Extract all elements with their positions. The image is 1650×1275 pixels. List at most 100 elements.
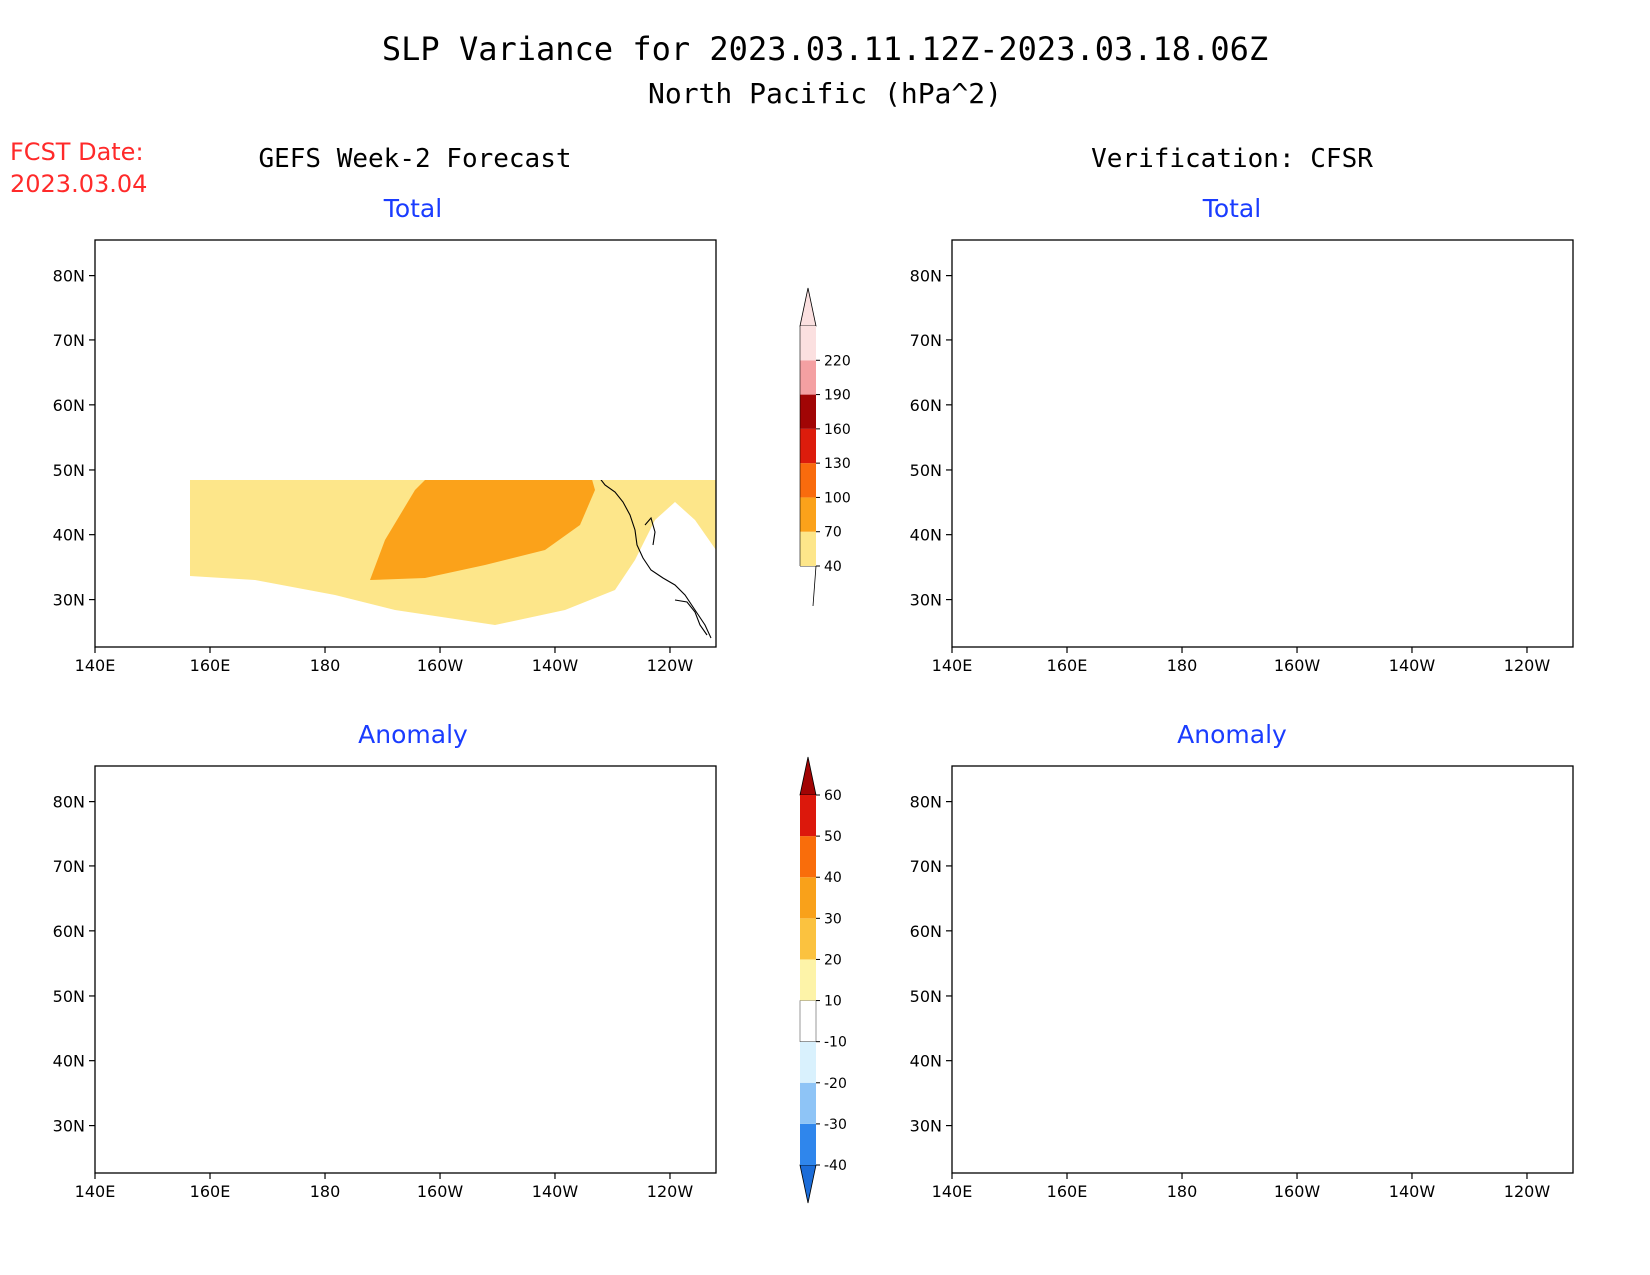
lon-tick-label: 140W xyxy=(532,1182,579,1201)
colorbar-anomaly-label: -20 xyxy=(824,1076,847,1092)
colorbar-total-label: 40 xyxy=(824,559,842,575)
lat-tick-label: 50N xyxy=(53,987,85,1006)
lon-tick-label: 160E xyxy=(190,656,231,675)
colorbar-total-label: 160 xyxy=(824,422,851,438)
lon-tick-label: 120W xyxy=(647,656,694,675)
lon-tick-label: 120W xyxy=(1504,656,1551,675)
lon-tick-label: 160W xyxy=(1274,1182,1321,1201)
colorbar-anomaly: -40 -30 -20 -10 10 20 30 40 50 60 xyxy=(799,756,847,1204)
panel-title-anomaly-forecast: Anomaly xyxy=(358,720,468,749)
lon-tick-label: 140E xyxy=(75,1182,116,1201)
colorbar-anomaly-triangle-top xyxy=(799,756,817,796)
map-panel-forecast-total xyxy=(190,480,717,647)
colorbar-anomaly-swatch xyxy=(800,1041,816,1083)
panel-frame-verification-anomaly xyxy=(951,765,1574,1174)
colorbar-total-swatch xyxy=(800,428,816,464)
column-title-forecast: GEFS Week-2 Forecast xyxy=(258,144,571,174)
map-panel-verification-total xyxy=(950,240,1573,647)
lat-tick-label: 60N xyxy=(910,396,942,415)
map-panel-verification-anomaly xyxy=(950,766,1573,1173)
subtitle: North Pacific (hPa^2) xyxy=(648,77,1002,110)
lat-tick-label: 30N xyxy=(53,1117,85,1136)
colorbar-anomaly-label: -30 xyxy=(824,1117,847,1133)
colorbar-anomaly-swatch xyxy=(800,877,816,919)
lon-tick-label: 160W xyxy=(417,656,464,675)
colorbar-anomaly-label: 30 xyxy=(824,911,842,927)
colorbar-anomaly-swatch xyxy=(800,918,816,960)
lat-tick-label: 60N xyxy=(910,922,942,941)
lon-tick-label: 140W xyxy=(1389,656,1436,675)
panel-title-total-forecast: Total xyxy=(383,194,442,223)
lon-tick-label: 160E xyxy=(1047,656,1088,675)
lat-tick-label: 80N xyxy=(53,267,85,286)
colorbar-total-swatch xyxy=(800,326,816,361)
lat-tick-label: 70N xyxy=(53,857,85,876)
lon-tick-label: 160E xyxy=(1047,1182,1088,1201)
colorbar-anomaly-label: 10 xyxy=(824,994,842,1010)
lon-tick-label: 140E xyxy=(932,1182,973,1201)
lon-tick-label: 160W xyxy=(1274,656,1321,675)
colorbar-anomaly-swatch xyxy=(800,836,816,878)
fcst-date-value: 2023.03.04 xyxy=(10,170,147,198)
panel-frame-verification-total xyxy=(951,239,1574,648)
lon-tick-label: 180 xyxy=(1167,656,1198,675)
lat-tick-label: 60N xyxy=(53,922,85,941)
lat-tick-label: 30N xyxy=(53,591,85,610)
panel-frame-forecast-anomaly xyxy=(94,765,717,1174)
lat-tick-label: 50N xyxy=(53,461,85,480)
colorbar-total-label: 220 xyxy=(824,353,851,369)
colorbar-total-triangle-top xyxy=(799,287,817,327)
lon-tick-label: 160W xyxy=(417,1182,464,1201)
colorbar-total-label: 70 xyxy=(824,525,842,541)
lon-tick-label: 140E xyxy=(75,656,116,675)
colorbar-total-label: 190 xyxy=(824,388,851,404)
colorbar-total-swatch xyxy=(800,497,816,532)
colorbar-total: 40 70 100 130 160 190 220 xyxy=(799,287,851,607)
lat-tick-label: 40N xyxy=(910,1052,942,1071)
lon-tick-label: 140W xyxy=(532,656,579,675)
fcst-date-label: FCST Date: xyxy=(10,138,144,166)
colorbar-anomaly-label: -40 xyxy=(824,1158,847,1174)
colorbar-anomaly-triangle-bottom xyxy=(799,1164,817,1204)
colorbar-anomaly-label: 40 xyxy=(824,870,842,886)
lon-tick-label: 180 xyxy=(310,656,341,675)
colorbar-anomaly-swatch xyxy=(800,1082,816,1124)
panel-title-total-verification: Total xyxy=(1202,194,1261,223)
lon-tick-label: 140E xyxy=(932,656,973,675)
panel-frame-forecast-total xyxy=(94,239,717,648)
map-panel-forecast-anomaly xyxy=(93,766,716,1173)
axes-layer: 140E 160E 180 160W 140W 120W 80N 70N 60N 50N 40N 30… xyxy=(53,267,1551,1201)
colorbar-anomaly-label: 20 xyxy=(824,952,842,968)
lon-tick-label: 140W xyxy=(1389,1182,1436,1201)
lat-tick-label: 80N xyxy=(910,267,942,286)
colorbar-total-swatch xyxy=(800,394,816,429)
main-title: SLP Variance for 2023.03.11.12Z-2023.03.… xyxy=(382,30,1268,68)
colorbar-total-swatch xyxy=(800,531,816,566)
colorbar-anomaly-label: 60 xyxy=(824,788,842,804)
colorbar-anomaly-swatch xyxy=(800,795,816,837)
colorbar-anomaly-swatch xyxy=(799,1000,817,1042)
lat-tick-label: 80N xyxy=(53,793,85,812)
lat-tick-label: 60N xyxy=(53,396,85,415)
lat-tick-label: 30N xyxy=(910,1117,942,1136)
lon-tick-label: 120W xyxy=(1504,1182,1551,1201)
lat-tick-label: 40N xyxy=(53,1052,85,1071)
lat-tick-label: 30N xyxy=(910,591,942,610)
lon-tick-label: 120W xyxy=(647,1182,694,1201)
lat-tick-label: 70N xyxy=(910,857,942,876)
column-title-verification: Verification: CFSR xyxy=(1091,144,1373,174)
colorbar-anomaly-swatch xyxy=(800,1123,816,1165)
colorbar-anomaly-label: -10 xyxy=(824,1035,847,1051)
lon-tick-label: 180 xyxy=(1167,1182,1198,1201)
panel-title-anomaly-verification: Anomaly xyxy=(1177,720,1287,749)
lat-tick-label: 50N xyxy=(910,987,942,1006)
lat-tick-label: 70N xyxy=(910,331,942,350)
lon-tick-label: 160E xyxy=(190,1182,231,1201)
colorbar-total-swatch xyxy=(800,463,816,498)
lat-tick-label: 40N xyxy=(910,526,942,545)
lat-tick-label: 40N xyxy=(53,526,85,545)
lat-tick-label: 70N xyxy=(53,331,85,350)
colorbar-total-swatch xyxy=(800,360,816,395)
colorbar-anomaly-label: 50 xyxy=(824,829,842,845)
